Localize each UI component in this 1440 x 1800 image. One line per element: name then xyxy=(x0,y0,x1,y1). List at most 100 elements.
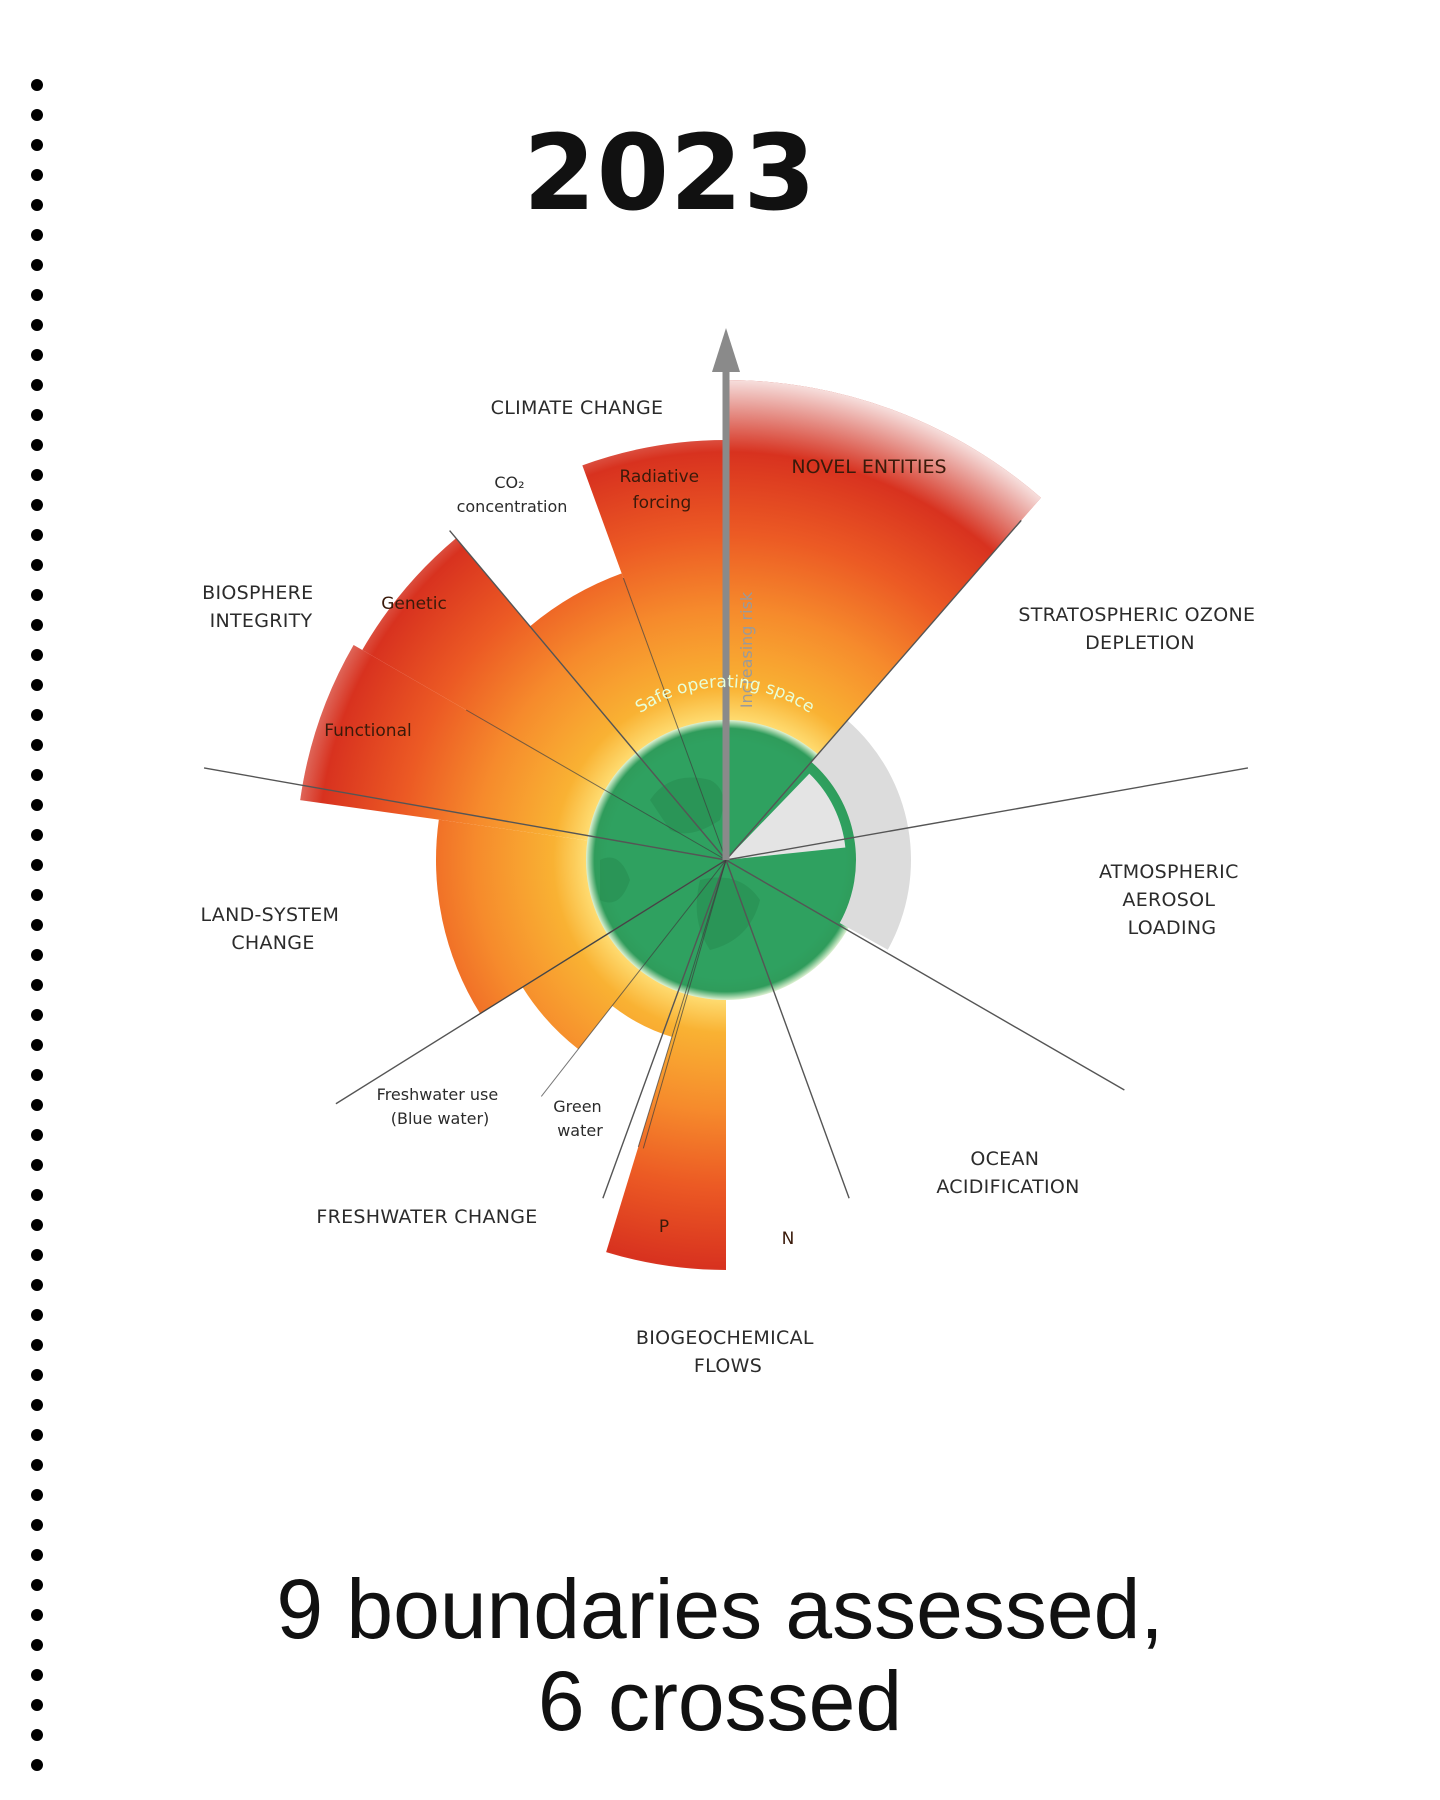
margin-dot xyxy=(31,319,43,331)
margin-dot xyxy=(31,679,43,691)
margin-dot xyxy=(31,709,43,721)
label-co2-concentration: CO₂ concentration xyxy=(457,473,568,516)
label-functional: Functional xyxy=(324,721,411,741)
margin-dot xyxy=(31,1699,43,1711)
margin-dot xyxy=(31,1639,43,1651)
sub-divider-line xyxy=(540,859,727,1097)
margin-dot xyxy=(31,1579,43,1591)
summary-caption: 9 boundaries assessed, 6 crossed xyxy=(0,1563,1440,1747)
margin-dot xyxy=(31,649,43,661)
margin-dot xyxy=(31,439,43,451)
label-biogeochemical-flows: BIOGEOCHEMICAL FLOWS xyxy=(636,1327,820,1377)
margin-dot xyxy=(31,1039,43,1051)
margin-dot xyxy=(31,949,43,961)
margin-dot xyxy=(31,1759,43,1771)
label-phosphorus: P xyxy=(659,1217,669,1237)
label-biosphere-integrity: BIOSPHERE INTEGRITY xyxy=(202,582,320,632)
margin-dot xyxy=(31,1549,43,1561)
margin-dot xyxy=(31,1279,43,1291)
notebook-dot-margin xyxy=(31,79,45,1771)
margin-dot xyxy=(31,1429,43,1441)
margin-dot xyxy=(31,769,43,781)
margin-dot xyxy=(31,469,43,481)
label-radiative-forcing: Radiative forcing xyxy=(619,467,704,513)
margin-dot xyxy=(31,1249,43,1261)
sub-divider-line xyxy=(471,859,727,1020)
margin-dot xyxy=(31,1609,43,1621)
novel-entities-wedge-fade xyxy=(726,380,1041,860)
unknown-zone-arc xyxy=(811,720,912,950)
label-nitrogen: N xyxy=(782,1229,795,1249)
margin-dot xyxy=(31,379,43,391)
margin-dot xyxy=(31,979,43,991)
margin-dot xyxy=(31,139,43,151)
margin-dot xyxy=(31,799,43,811)
sector-divider-line xyxy=(725,859,1125,1091)
margin-dot xyxy=(31,289,43,301)
margin-dot xyxy=(31,349,43,361)
axis-label-increasing-risk: Increasing risk xyxy=(737,591,756,708)
margin-dot xyxy=(31,199,43,211)
sector-divider-line xyxy=(203,767,727,861)
page-title: 2023 xyxy=(523,112,817,234)
margin-dot xyxy=(31,1369,43,1381)
label-aerosol: ATMOSPHERIC AEROSOL LOADING xyxy=(1099,861,1245,939)
sector-divider-line xyxy=(449,530,727,861)
label-novel-entities: NOVEL ENTITIES xyxy=(791,456,946,478)
label-land-system-change: LAND-SYSTEM CHANGE xyxy=(200,904,345,954)
sub-divider-line xyxy=(622,577,727,861)
margin-dot xyxy=(31,109,43,121)
margin-dot xyxy=(31,1669,43,1681)
margin-dot xyxy=(31,1339,43,1351)
margin-dot xyxy=(31,889,43,901)
margin-dot xyxy=(31,1159,43,1171)
margin-dot xyxy=(31,829,43,841)
label-genetic: Genetic xyxy=(381,594,447,614)
margin-dot xyxy=(31,1519,43,1531)
margin-dot xyxy=(31,259,43,271)
sector-divider-line xyxy=(725,767,1249,861)
unknown-zone xyxy=(726,720,912,950)
caption-line-2: 6 crossed xyxy=(537,1654,903,1748)
margin-dot xyxy=(31,229,43,241)
label-climate-change: CLIMATE CHANGE xyxy=(491,397,664,419)
margin-dot xyxy=(31,169,43,181)
sector-divider-line xyxy=(602,859,727,1199)
sub-divider-line xyxy=(642,859,727,1149)
margin-dot xyxy=(31,529,43,541)
margin-dot xyxy=(31,739,43,751)
margin-dot xyxy=(31,1009,43,1021)
margin-dot xyxy=(31,1129,43,1141)
label-ozone: STRATOSPHERIC OZONE DEPLETION xyxy=(1018,604,1261,654)
label-freshwater-change: FRESHWATER CHANGE xyxy=(316,1206,537,1228)
margin-dot xyxy=(31,1489,43,1501)
margin-dot xyxy=(31,1189,43,1201)
sector-divider-line xyxy=(725,519,1022,861)
margin-dot xyxy=(31,589,43,601)
label-ocean-acidification: OCEAN ACIDIFICATION xyxy=(936,1148,1079,1198)
sub-divider-line xyxy=(637,859,727,1148)
increasing-risk-arrow xyxy=(712,328,740,860)
margin-dot xyxy=(31,1069,43,1081)
sector-dividers xyxy=(203,519,1249,1199)
margin-dot xyxy=(31,1099,43,1111)
sub-divider-line xyxy=(465,709,727,861)
margin-dot xyxy=(31,1219,43,1231)
margin-dot xyxy=(31,1729,43,1741)
margin-dot xyxy=(31,499,43,511)
margin-dot xyxy=(31,79,43,91)
caption-line-1: 9 boundaries assessed, xyxy=(276,1562,1164,1656)
margin-dot xyxy=(31,619,43,631)
margin-dot xyxy=(31,559,43,571)
margin-dot xyxy=(31,1399,43,1411)
margin-dot xyxy=(31,1309,43,1321)
sector-divider-line xyxy=(725,859,850,1199)
margin-dot xyxy=(31,919,43,931)
margin-dot xyxy=(31,409,43,421)
label-blue-water: Freshwater use (Blue water) xyxy=(377,1085,504,1128)
label-green-water: Green water xyxy=(553,1097,607,1140)
margin-dot xyxy=(31,859,43,871)
margin-dot xyxy=(31,1459,43,1471)
unknown-zone-inner xyxy=(726,773,846,860)
